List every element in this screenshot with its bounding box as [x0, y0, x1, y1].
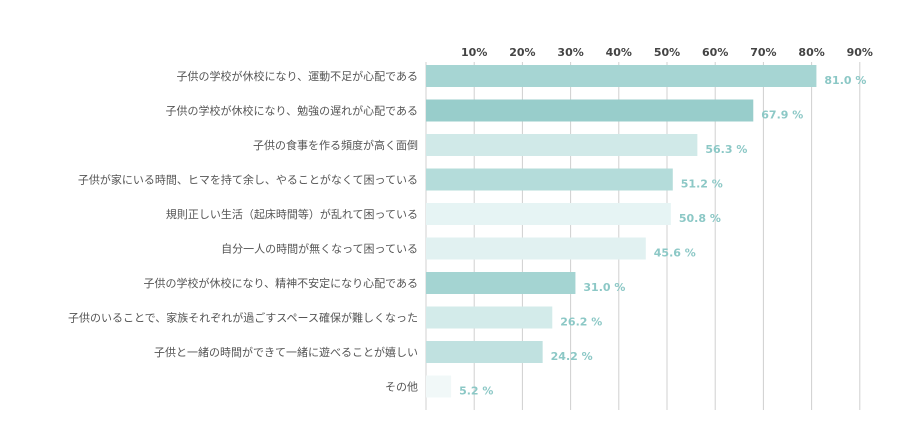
x-tick-label-50: 50% — [654, 46, 680, 59]
x-tick-label-70: 70% — [750, 46, 776, 59]
x-axis-ticks: 10% 20% 30% 40% 50% 60% 70% 80% 90% — [461, 46, 873, 59]
bar-0 — [426, 65, 817, 87]
bar-8 — [426, 341, 543, 363]
data-label-0: 81.0 % — [824, 74, 866, 87]
data-label-6: 31.0 % — [583, 281, 625, 294]
data-label-7: 26.2 % — [560, 316, 602, 329]
data-labels: 81.0 % 67.9 % 56.3 % 51.2 % 50.8 % 45.6 % 31.0… — [459, 74, 866, 398]
data-label-9: 5.2 % — [459, 385, 493, 398]
category-label-9: その他 — [385, 381, 418, 394]
category-label-6: 子供の学校が休校になり、精神不安定になり心配である — [144, 276, 418, 290]
bar-1 — [426, 99, 754, 122]
x-tick-label-60: 60% — [702, 46, 728, 59]
category-label-5: 自分一人の時間が無くなって困っている — [221, 242, 418, 256]
bar-3 — [426, 168, 673, 191]
bars — [426, 65, 817, 398]
bar-5 — [426, 237, 646, 260]
bar-7 — [426, 306, 553, 329]
category-label-8: 子供と一緒の時間ができて一緒に遊べることが嬉しい — [154, 345, 418, 359]
x-tick-label-40: 40% — [606, 46, 632, 59]
x-tick-label-90: 90% — [847, 46, 873, 59]
data-label-1: 67.9 % — [761, 109, 803, 122]
x-tick-label-30: 30% — [557, 46, 583, 59]
x-tick-label-10: 10% — [461, 46, 487, 59]
bar-4 — [426, 203, 671, 225]
bar-9 — [426, 375, 452, 398]
category-label-2: 子供の食事を作る頻度が高く面倒 — [253, 138, 418, 152]
bar-2 — [426, 134, 698, 156]
category-label-7: 子供のいることで、家族それぞれが過ごすスペース確保が難しくなった — [68, 311, 418, 325]
data-label-2: 56.3 % — [705, 143, 747, 156]
x-tick-label-80: 80% — [798, 46, 824, 59]
category-label-0: 子供の学校が休校になり、運動不足が心配である — [177, 69, 418, 83]
data-label-3: 51.2 % — [681, 178, 723, 191]
category-labels: 子供の学校が休校になり、運動不足が心配である子供の学校が休校になり、勉強の遅れが… — [68, 69, 418, 394]
category-label-4: 規則正しい生活（起床時間等）が乱れて困っている — [166, 207, 418, 221]
data-label-4: 50.8 % — [679, 212, 721, 225]
bar-6 — [426, 272, 576, 294]
category-label-3: 子供が家にいる時間、ヒマを持て余し、やることがなくて困っている — [78, 173, 418, 187]
data-label-5: 45.6 % — [654, 247, 696, 260]
data-label-8: 24.2 % — [551, 350, 593, 363]
category-label-1: 子供の学校が休校になり、勉強の遅れが心配である — [166, 104, 418, 118]
x-tick-label-20: 20% — [509, 46, 535, 59]
